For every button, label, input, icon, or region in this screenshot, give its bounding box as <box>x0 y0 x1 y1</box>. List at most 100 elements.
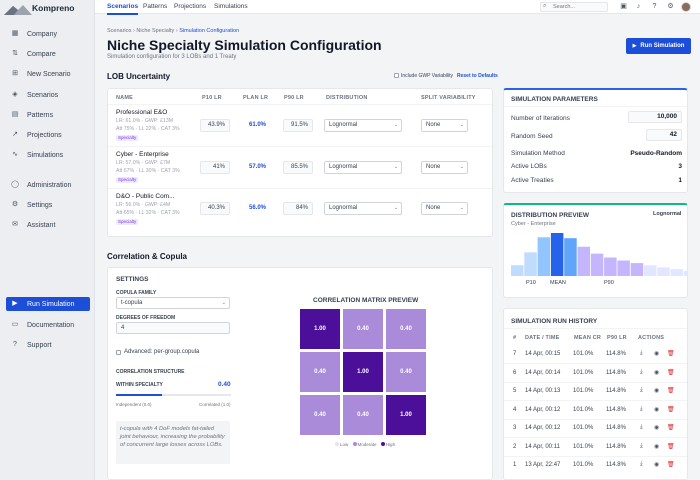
split-select[interactable]: None ⌄ <box>421 119 468 132</box>
history-mean-cr: 101.0% <box>573 351 594 357</box>
history-col-p90: P90 LR <box>607 335 627 341</box>
sidebar-item-documentation[interactable]: ▭ Documentation <box>6 318 90 332</box>
table-row[interactable]: 2 14 Apr, 00:11 101.0% 114.8% ⤓ ◉ 🗑 <box>503 439 688 457</box>
p90-input[interactable]: 84% <box>283 202 313 215</box>
histogram-bar <box>524 252 537 276</box>
split-select[interactable]: None ⌄ <box>421 202 468 215</box>
sidebar-item-company[interactable]: ▦ Company <box>6 27 90 41</box>
download-icon[interactable]: ⤓ <box>640 387 643 393</box>
layers-icon: ◈ <box>12 91 18 98</box>
breadcrumb-item[interactable]: Scenarios <box>107 28 132 34</box>
p10-input[interactable]: 41% <box>200 161 230 174</box>
distribution-value: Lognormal <box>329 122 358 128</box>
row-divider <box>108 188 492 189</box>
split-select[interactable]: None ⌄ <box>421 161 468 174</box>
sidebar-item-support[interactable]: ? Support <box>6 338 90 352</box>
trash-icon[interactable]: 🗑 <box>667 388 675 394</box>
seed-input[interactable]: 42 <box>646 129 682 141</box>
iterations-label: Number of Iterations <box>511 115 570 122</box>
trash-icon[interactable]: 🗑 <box>667 351 675 357</box>
matrix-title: CORRELATION MATRIX PREVIEW <box>313 297 419 304</box>
bell-icon[interactable]: ♪ <box>636 3 641 10</box>
sidebar-item-patterns[interactable]: ▤ Patterns <box>6 108 90 122</box>
download-icon[interactable]: ⤓ <box>640 424 643 430</box>
sidebar-item-administration[interactable]: ◯ Administration <box>6 178 90 192</box>
history-p90-lr: 114.8% <box>606 388 626 394</box>
distribution-select[interactable]: Lognormal ⌄ <box>324 119 402 132</box>
sidebar-item-simulations[interactable]: ∿ Simulations <box>6 148 90 162</box>
distribution-select[interactable]: Lognormal ⌄ <box>324 202 402 215</box>
sidebar-item-scenarios[interactable]: ◈ Scenarios <box>6 88 90 102</box>
table-row[interactable]: 3 14 Apr, 00:12 101.0% 114.8% ⤓ ◉ 🗑 <box>503 420 688 438</box>
tab-patterns[interactable]: Patterns <box>143 3 168 10</box>
distribution-select[interactable]: Lognormal ⌄ <box>324 161 402 174</box>
eye-icon[interactable]: ◉ <box>654 443 660 450</box>
histogram-bar <box>630 263 644 276</box>
trash-icon[interactable]: 🗑 <box>667 462 675 468</box>
sidebar-item-new-scenario[interactable]: ⊞ New Scenario <box>6 67 90 81</box>
breadcrumb-item[interactable]: Niche Specialty <box>136 28 175 34</box>
help-icon[interactable]: ? <box>652 3 657 10</box>
p10-input[interactable]: 43.9% <box>200 119 230 132</box>
p90-input[interactable]: 85.5% <box>283 161 313 174</box>
gear-icon[interactable]: ⚙ <box>667 3 674 10</box>
row-divider <box>108 146 492 147</box>
book-icon: ▭ <box>11 321 19 328</box>
download-icon[interactable]: ⤓ <box>640 368 643 375</box>
run-simulation-button[interactable]: ▶ Run Simulation <box>626 38 691 54</box>
tab-scenarios[interactable]: Scenarios <box>107 3 139 15</box>
histogram-bar <box>683 270 688 276</box>
lob-meta: Att 75% · LL 22% · CAT 3% <box>116 126 180 132</box>
logo[interactable]: Kompreno <box>4 2 94 15</box>
search-input[interactable] <box>540 2 608 12</box>
p10-input[interactable]: 40.3% <box>200 202 230 215</box>
download-icon[interactable]: ⤓ <box>640 442 643 449</box>
method-value[interactable]: Pseudo-Random <box>630 150 682 157</box>
matrix-cell: 0.40 <box>386 309 426 349</box>
sidebar-item-projections[interactable]: ↗ Projections <box>6 128 90 142</box>
tab-simulations[interactable]: Simulations <box>214 3 248 10</box>
sidebar-item-compare[interactable]: ⇅ Compare <box>6 47 90 61</box>
sidebar-item-label: Company <box>27 30 57 38</box>
histogram-bar <box>564 238 577 276</box>
lob-meta: LR: 61.0% · GWP: £13M <box>116 118 174 124</box>
eye-icon[interactable]: ◉ <box>654 388 660 394</box>
trash-icon[interactable]: 🗑 <box>667 406 675 413</box>
trash-icon[interactable]: 🗑 <box>667 443 675 450</box>
eye-icon[interactable]: ◉ <box>654 369 660 376</box>
eye-icon[interactable]: ◉ <box>654 462 660 468</box>
histogram-bar <box>537 237 551 276</box>
history-mean-cr: 101.0% <box>573 425 594 431</box>
correlation-slider-track[interactable] <box>116 394 231 396</box>
eye-icon[interactable]: ◉ <box>654 425 660 431</box>
download-icon[interactable]: ⤓ <box>640 461 643 467</box>
col-header-p10: P10 LR <box>202 95 222 101</box>
iterations-input[interactable]: 10,000 <box>628 111 682 123</box>
distribution-value: Lognormal <box>329 205 358 211</box>
include-gwp-checkbox[interactable] <box>394 73 399 78</box>
briefcase-icon[interactable]: ▣ <box>620 3 627 10</box>
table-row[interactable]: 7 14 Apr, 00:15 101.0% 114.8% ⤓ ◉ 🗑 <box>503 346 688 364</box>
eye-icon[interactable]: ◉ <box>654 406 660 413</box>
table-row[interactable]: 6 14 Apr, 00:14 101.0% 114.8% ⤓ ◉ 🗑 <box>503 365 688 383</box>
reset-defaults-link[interactable]: Reset to Defaults <box>457 73 498 79</box>
advanced-checkbox[interactable] <box>116 350 121 355</box>
sidebar-item-settings[interactable]: ⚙ Settings <box>6 198 90 212</box>
tab-projections[interactable]: Projections <box>174 3 207 10</box>
avatar[interactable] <box>681 2 691 12</box>
table-row[interactable]: 1 13 Apr, 22:47 101.0% 114.8% ⤓ ◉ 🗑 <box>503 457 688 475</box>
eye-icon[interactable]: ◉ <box>654 351 660 357</box>
download-icon[interactable]: ⤓ <box>640 350 643 356</box>
copula-family-select[interactable]: t-copula ⌄ <box>116 297 230 309</box>
trash-icon[interactable]: 🗑 <box>667 369 675 376</box>
trash-icon[interactable]: 🗑 <box>667 425 675 431</box>
dof-input[interactable]: 4 <box>116 322 230 334</box>
download-icon[interactable]: ⤓ <box>640 405 643 412</box>
history-num: 2 <box>513 443 517 450</box>
chevron-down-icon: ⌄ <box>393 122 398 128</box>
sidebar-run-simulation-button[interactable]: ▶ Run Simulation <box>6 297 90 311</box>
p90-input[interactable]: 91.5% <box>283 119 313 132</box>
sidebar-item-assistant[interactable]: ✉ Assistant <box>6 218 90 232</box>
table-row[interactable]: 4 14 Apr, 00:12 101.0% 114.8% ⤓ ◉ 🗑 <box>503 402 688 420</box>
table-row[interactable]: 5 14 Apr, 00:13 101.0% 114.8% ⤓ ◉ 🗑 <box>503 383 688 401</box>
